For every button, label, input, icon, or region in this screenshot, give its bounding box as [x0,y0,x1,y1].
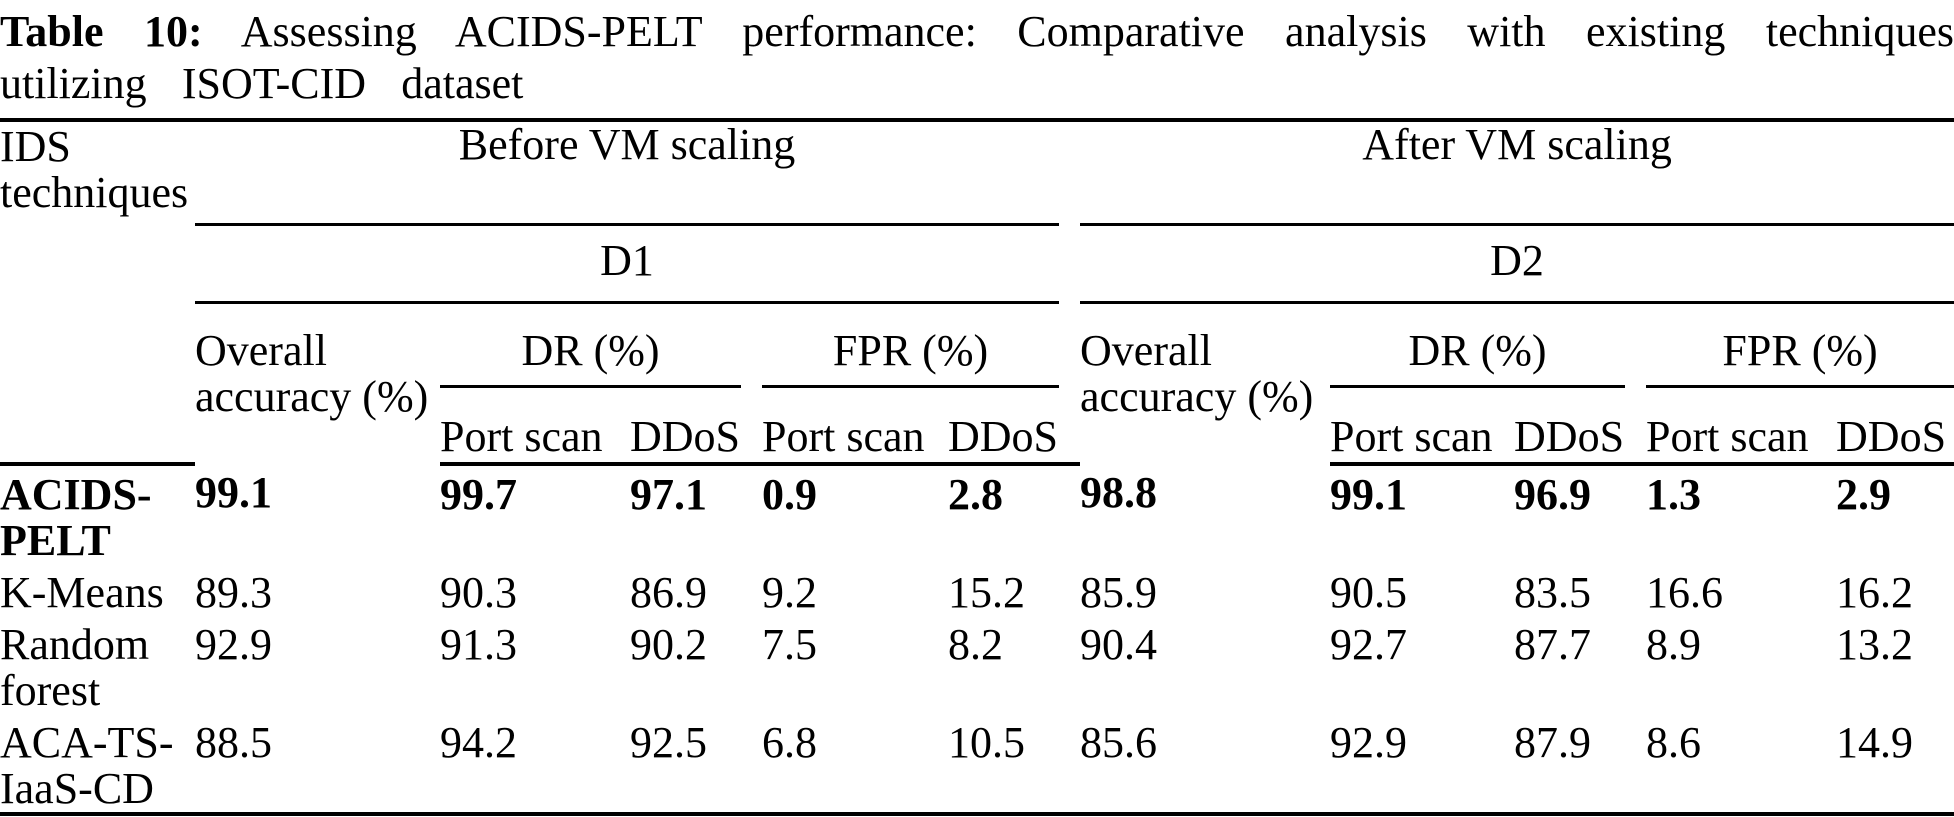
header-row-attacks: Port scan DDoS Port scan DDoS Port scan … [0,388,1954,466]
value-cell: 0.9 [762,470,817,519]
before-vm-scaling-header-cell: Before VM scaling [195,120,1080,226]
fpr-header-d2: FPR (%) [1646,304,1954,388]
value-cell: 2.8 [948,470,1003,519]
port-scan-header-fpr-d1: Port scan [762,388,948,466]
technique-cell: ACA-TS-IaaS-CD [0,714,195,816]
value-cell: 1.3 [1646,470,1702,519]
table-row-random-forest: Random forest 92.9 91.3 90.2 7.5 8.2 90.… [0,616,1954,714]
value-cell: 92.7 [1330,620,1408,669]
table-caption: Table 10: Assessing ACIDS-PELT performan… [0,0,1954,110]
value-cell: 99.1 [1330,470,1408,519]
overall-accuracy-header-d2: Overall accuracy (%) [1080,326,1314,421]
d1-header: D1 [195,226,1060,304]
value-cell: 83.5 [1514,568,1592,617]
value-cell: 90.4 [1080,620,1158,669]
value-cell: 10.5 [948,714,1081,816]
d2-header: D2 [1080,226,1954,304]
value-cell: 99.7 [440,470,517,519]
value-cell: 88.5 [195,714,440,816]
after-vm-scaling-header: After VM scaling [1080,122,1954,226]
d1-header-cell: D1 [195,226,1080,304]
overall-accuracy-header-d1: Overall accuracy (%) [195,326,429,421]
table-row-acids-pelt: ACIDS-PELT 99.1 99.7 97.1 0.9 2.8 98.8 9… [0,464,1954,564]
caption-label: Table 10: [0,7,203,56]
value-cell: 87.9 [1514,714,1647,816]
value-cell: 13.2 [1836,620,1914,669]
caption-text: Assessing ACIDS-PELT performance: Compar… [240,7,1954,56]
port-scan-header-dr-d1: Port scan [440,388,630,466]
fpr-header-cell-d2: FPR (%) [1646,304,1954,388]
value-cell: 86.9 [630,568,707,617]
value-cell: 2.9 [1836,470,1892,519]
header-row-metrics: Overall accuracy (%) DR (%) FPR (%) Over… [0,304,1954,420]
value-cell: 90.5 [1330,568,1408,617]
ddos-header-fpr-d1: DDoS [948,388,1081,466]
technique-cell: Random forest [0,620,150,715]
ddos-header-dr-d2: DDoS [1514,388,1647,466]
caption-line-1: Table 10: Assessing ACIDS-PELT performan… [0,6,1954,58]
value-cell: 96.9 [1514,470,1592,519]
value-cell: 90.3 [440,568,517,617]
caption-line-2: utilizing ISOT-CID dataset [0,59,524,108]
technique-cell: ACIDS-PELT [0,470,152,565]
value-cell: 6.8 [762,714,948,816]
value-cell: 99.1 [195,468,272,517]
value-cell: 90.2 [630,620,707,669]
header-row-dataset: D1 D2 [0,226,1954,304]
table-row-aca-ts-iaas-cd: ACA-TS-IaaS-CD 88.5 94.2 92.5 6.8 10.5 8… [0,714,1954,816]
value-cell: 89.3 [195,568,272,617]
fpr-header-cell-d1: FPR (%) [762,304,1080,388]
value-cell: 8.6 [1646,714,1837,816]
d2-header-cell: D2 [1080,226,1954,304]
value-cell: 87.7 [1514,620,1592,669]
technique-cell: K-Means [0,568,164,617]
before-vm-scaling-header: Before VM scaling [195,122,1060,226]
value-cell: 94.2 [440,714,630,816]
value-cell: 8.2 [948,620,1003,669]
value-cell: 85.9 [1080,568,1158,617]
value-cell: 7.5 [762,620,817,669]
dr-header-d1: DR (%) [440,304,741,388]
value-cell: 92.9 [195,620,272,669]
ddos-header-fpr-d2: DDoS [1836,388,1954,466]
value-cell: 14.9 [1836,714,1954,816]
after-vm-scaling-header-cell: After VM scaling [1080,120,1954,226]
dr-header-cell-d1: DR (%) [440,304,762,388]
value-cell: 15.2 [948,568,1025,617]
port-scan-header-dr-d2: Port scan [1330,388,1515,466]
fpr-header-d1: FPR (%) [762,304,1060,388]
value-cell: 16.2 [1836,568,1914,617]
value-cell: 97.1 [630,470,707,519]
dr-header-cell-d2: DR (%) [1330,304,1646,388]
ddos-header-dr-d1: DDoS [630,388,762,466]
value-cell: 91.3 [440,620,517,669]
port-scan-header-fpr-d2: Port scan [1646,388,1837,466]
dr-header-d2: DR (%) [1330,304,1626,388]
value-cell: 92.9 [1330,714,1515,816]
value-cell: 8.9 [1646,620,1702,669]
header-row-scaling: IDS techniques Before VM scaling After V… [0,120,1954,466]
value-cell: 85.6 [1080,714,1331,816]
value-cell: 16.6 [1646,568,1724,617]
results-table: IDS techniques Before VM scaling After V… [0,118,1954,816]
value-cell: 92.5 [630,714,762,816]
value-cell: 9.2 [762,568,817,617]
table-row-k-means: K-Means 89.3 90.3 86.9 9.2 15.2 85.9 90.… [0,564,1954,616]
value-cell: 98.8 [1080,468,1158,517]
ids-techniques-header: IDS techniques [0,120,195,466]
